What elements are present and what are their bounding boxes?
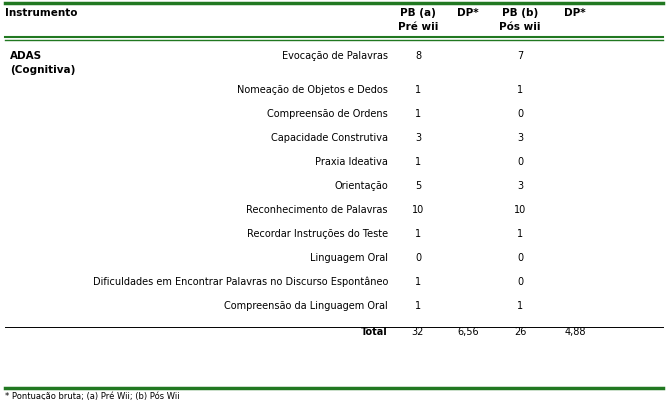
Text: Pré wii: Pré wii: [398, 22, 438, 32]
Text: Pós wii: Pós wii: [499, 22, 541, 32]
Text: 0: 0: [517, 253, 523, 263]
Text: PB (a): PB (a): [400, 8, 436, 18]
Text: 32: 32: [412, 327, 424, 337]
Text: 8: 8: [415, 51, 421, 61]
Text: Instrumento: Instrumento: [5, 8, 77, 18]
Text: DP*: DP*: [457, 8, 479, 18]
Text: Dificuldades em Encontrar Palavras no Discurso Espontâneo: Dificuldades em Encontrar Palavras no Di…: [93, 277, 388, 287]
Text: 5: 5: [415, 181, 421, 191]
Text: 1: 1: [517, 301, 523, 311]
Text: 1: 1: [415, 85, 421, 95]
Text: Evocação de Palavras: Evocação de Palavras: [282, 51, 388, 61]
Text: Nomeação de Objetos e Dedos: Nomeação de Objetos e Dedos: [237, 85, 388, 95]
Text: ADAS: ADAS: [10, 51, 42, 61]
Text: 6,56: 6,56: [457, 327, 479, 337]
Text: 1: 1: [415, 157, 421, 167]
Text: 0: 0: [415, 253, 421, 263]
Text: 10: 10: [412, 205, 424, 215]
Text: Compreensão da Linguagem Oral: Compreensão da Linguagem Oral: [224, 301, 388, 311]
Text: Reconhecimento de Palavras: Reconhecimento de Palavras: [246, 205, 388, 215]
Text: 3: 3: [415, 133, 421, 143]
Text: 1: 1: [415, 229, 421, 239]
Text: Total: Total: [361, 327, 388, 337]
Text: Compreensão de Ordens: Compreensão de Ordens: [267, 109, 388, 119]
Text: 0: 0: [517, 109, 523, 119]
Text: 0: 0: [517, 277, 523, 287]
Text: Orientação: Orientação: [334, 181, 388, 191]
Text: Capacidade Construtiva: Capacidade Construtiva: [271, 133, 388, 143]
Text: Praxia Ideativa: Praxia Ideativa: [315, 157, 388, 167]
Text: 10: 10: [514, 205, 526, 215]
Text: 1: 1: [415, 277, 421, 287]
Text: 1: 1: [517, 229, 523, 239]
Text: Linguagem Oral: Linguagem Oral: [310, 253, 388, 263]
Text: Recordar Instruções do Teste: Recordar Instruções do Teste: [247, 229, 388, 239]
Text: 4,88: 4,88: [564, 327, 586, 337]
Text: 1: 1: [415, 301, 421, 311]
Text: DP*: DP*: [564, 8, 586, 18]
Text: 0: 0: [517, 157, 523, 167]
Text: 1: 1: [415, 109, 421, 119]
Text: 3: 3: [517, 133, 523, 143]
Text: 1: 1: [517, 85, 523, 95]
Text: 3: 3: [517, 181, 523, 191]
Text: 26: 26: [514, 327, 526, 337]
Text: 7: 7: [517, 51, 523, 61]
Text: * Pontuação bruta; (a) Pré Wii; (b) Pós Wii: * Pontuação bruta; (a) Pré Wii; (b) Pós …: [5, 391, 180, 400]
Text: (Cognitiva): (Cognitiva): [10, 65, 75, 75]
Text: PB (b): PB (b): [502, 8, 538, 18]
